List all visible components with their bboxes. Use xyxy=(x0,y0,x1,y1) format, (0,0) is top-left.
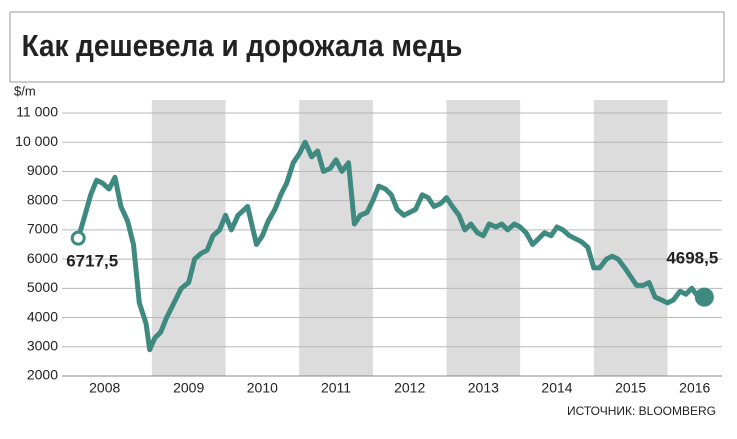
y-tick-label: 3000 xyxy=(27,337,58,353)
annotation-label: 6717,5 xyxy=(66,252,118,271)
annotation-marker xyxy=(694,287,714,307)
y-tick-label: 11 000 xyxy=(16,104,58,120)
x-tick-label: 2013 xyxy=(468,380,499,396)
year-band xyxy=(299,100,373,376)
title-box xyxy=(9,11,725,83)
y-tick-label: 9000 xyxy=(27,162,58,178)
y-tick-label: 6000 xyxy=(27,250,58,266)
y-tick-label: 5000 xyxy=(27,279,58,295)
y-tick-label: 2000 xyxy=(27,367,58,383)
annotation-label: 4698,5 xyxy=(666,249,718,268)
y-tick-label: 7000 xyxy=(27,221,58,237)
y-tick-label: 8000 xyxy=(27,191,58,207)
x-tick-label: 2016 xyxy=(679,380,710,396)
x-tick-label: 2014 xyxy=(541,380,572,396)
price-line xyxy=(75,139,707,353)
chart-title: Как дешевела и дорожала медь xyxy=(22,29,463,64)
y-axis-label: $/m xyxy=(14,83,36,98)
x-tick-label: 2010 xyxy=(247,380,278,396)
x-tick-label: 2009 xyxy=(173,380,204,396)
source: ИСТОЧНИК: BLOOMBERG xyxy=(567,404,716,418)
x-tick-label: 2011 xyxy=(321,380,351,396)
x-tick-label: 2012 xyxy=(394,380,425,396)
year-band xyxy=(593,100,668,376)
annotation-marker xyxy=(70,230,86,246)
x-tick-label: 2015 xyxy=(615,380,646,396)
x-tick-label: 2008 xyxy=(89,380,120,396)
y-tick-label: 10 000 xyxy=(15,133,58,149)
y-tick-label: 4000 xyxy=(27,308,58,324)
